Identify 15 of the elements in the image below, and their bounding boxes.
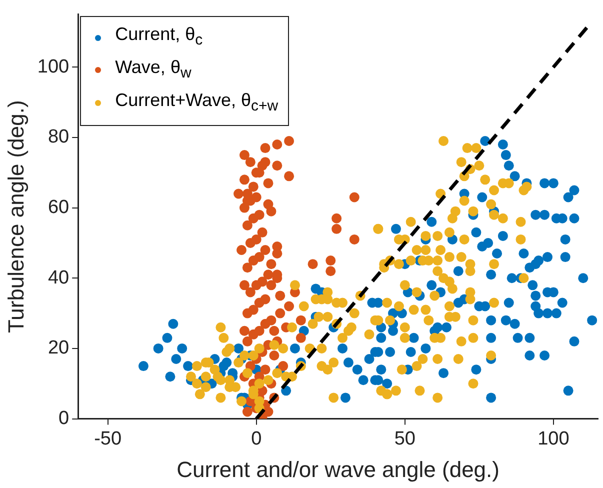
x-tick-label: -50: [94, 428, 122, 450]
y-tick-label: 0: [58, 408, 70, 430]
legend-label: Current, θ$_{c}$: [115, 23, 203, 51]
x-tick-label: 100: [538, 428, 570, 450]
y-tick-label: 100: [37, 56, 70, 78]
y-tick-label: 60: [48, 197, 70, 218]
y-tick-label: 80: [48, 126, 70, 148]
y-tick-label: 40: [48, 267, 70, 288]
y-tick-label: 20: [48, 338, 70, 359]
x-tick-label: 50: [394, 428, 416, 450]
x-tick-label: 0: [251, 428, 262, 450]
legend-label: Current+Wave, θ$_{c+w}$: [115, 88, 278, 116]
x-axis-title: Current and/or wave angle (deg.): [176, 456, 500, 482]
y-axis-title: Turbulence angle (deg.): [3, 100, 28, 333]
legend-label: Wave, θ$_{w}$: [115, 56, 192, 84]
